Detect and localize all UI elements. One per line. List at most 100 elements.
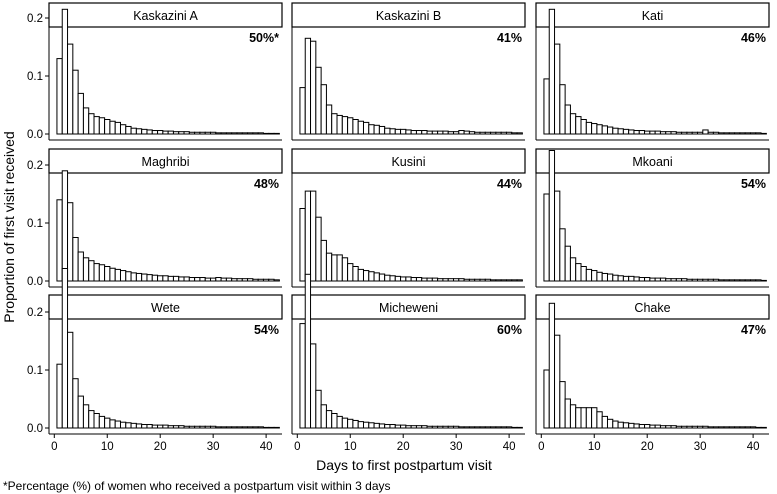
- histogram-bar: [320, 404, 327, 429]
- histogram-bar: [638, 130, 646, 135]
- histogram-bar: [135, 272, 143, 282]
- histogram-bar: [252, 132, 259, 135]
- histogram-bar: [220, 426, 227, 429]
- histogram-bar: [744, 279, 751, 282]
- histogram-bar: [410, 425, 417, 429]
- x-tick-label: 0: [294, 441, 300, 453]
- panel-annotation: 60%: [497, 323, 522, 337]
- histogram-bar: [474, 131, 481, 135]
- histogram-bar: [665, 131, 672, 135]
- histogram-bar: [199, 425, 206, 429]
- histogram-bar: [231, 426, 238, 429]
- facet-title: Kaskazini B: [376, 9, 441, 23]
- histogram-bar: [331, 413, 338, 429]
- histogram-bar: [310, 343, 317, 429]
- histogram-bar: [88, 410, 95, 429]
- facet-title: Chake: [634, 301, 670, 315]
- histogram-bar: [638, 277, 646, 282]
- histogram-bar: [554, 334, 561, 429]
- histogram-bar: [341, 417, 349, 429]
- histogram-bar: [98, 415, 106, 429]
- y-tick-label: 0.2: [27, 13, 43, 25]
- histogram-bar: [628, 275, 635, 282]
- panels-layer: Kaskazini A50%*0.00.10.2 Kaskazini B41%Ka…: [27, 2, 770, 453]
- histogram-bar: [331, 254, 338, 282]
- histogram-bar: [183, 276, 190, 282]
- facet-title: Kusini: [391, 155, 425, 169]
- facet-strip: [535, 294, 770, 320]
- histogram-bar: [633, 276, 640, 282]
- facet-panel: Micheweni 60% 0 10 20 30 40: [291, 273, 526, 453]
- histogram-bar: [686, 425, 693, 429]
- histogram-bar: [654, 424, 661, 429]
- histogram-bar: [378, 125, 386, 135]
- histogram-bar: [468, 278, 476, 282]
- histogram-bar: [241, 278, 249, 282]
- panel-annotation: 54%: [741, 177, 766, 191]
- histogram-bar: [72, 69, 79, 135]
- facet-strip: [291, 148, 526, 174]
- histogram-bar: [728, 426, 736, 429]
- histogram-bar: [389, 275, 396, 282]
- histogram-bar: [220, 132, 227, 135]
- histogram-bar: [447, 278, 455, 282]
- histogram-bar: [268, 426, 275, 429]
- histogram-bar: [622, 275, 630, 282]
- histogram-bar: [437, 130, 444, 135]
- histogram-bar: [591, 407, 598, 429]
- histogram-bar: [511, 426, 518, 429]
- histogram-bar: [447, 131, 455, 135]
- histogram-bar: [61, 268, 69, 429]
- facet-title: Kaskazini A: [133, 9, 198, 23]
- histogram-bar: [188, 131, 196, 135]
- facet-panel: Maghribi 48% 0.0 0.1 0.2: [27, 148, 283, 288]
- histogram-bar: [442, 278, 449, 282]
- histogram-bar: [236, 278, 243, 282]
- x-tick-label: 10: [344, 441, 357, 453]
- histogram-bar: [241, 132, 249, 135]
- histogram-bar: [72, 237, 79, 282]
- histogram-bar: [728, 132, 736, 135]
- histogram-bar: [548, 150, 556, 282]
- histogram-bar: [405, 425, 412, 429]
- y-tick-label: 0.2: [27, 307, 43, 319]
- histogram-bar: [431, 130, 439, 135]
- histogram-bar: [564, 245, 571, 282]
- histogram-bar: [320, 239, 327, 282]
- x-tick-label: 10: [588, 441, 601, 453]
- histogram-bar: [310, 40, 317, 135]
- histogram-bar: [617, 275, 624, 282]
- histogram-bar: [257, 278, 264, 282]
- histogram-bar: [644, 130, 651, 135]
- histogram-bar: [543, 193, 550, 282]
- histogram-bar: [210, 131, 217, 135]
- histogram-bar: [675, 131, 683, 135]
- histogram-bar: [723, 426, 730, 429]
- histogram-bar: [670, 278, 677, 282]
- histogram-bar: [734, 132, 741, 135]
- histogram-bar: [453, 425, 460, 429]
- histogram-bar: [384, 274, 391, 282]
- histogram-bar: [447, 425, 455, 429]
- histogram-bar: [591, 270, 598, 282]
- histogram-bar: [225, 132, 233, 135]
- histogram-bar: [162, 424, 169, 429]
- histogram-bar: [67, 331, 74, 429]
- histogram-bar: [273, 426, 280, 429]
- y-tick-label: 0.1: [27, 218, 43, 230]
- histogram-bar: [426, 130, 433, 135]
- histogram-bar: [325, 104, 333, 135]
- histogram-bar: [262, 426, 270, 429]
- histogram-bar: [431, 277, 439, 282]
- histogram-bar: [580, 266, 587, 282]
- histogram-bar: [548, 302, 556, 429]
- histogram-bar: [649, 130, 656, 135]
- histogram-bar: [109, 419, 116, 429]
- histogram-bar: [606, 273, 614, 282]
- histogram-bar: [516, 132, 523, 135]
- histogram-bar: [755, 132, 762, 135]
- histogram-bar: [141, 273, 148, 282]
- histogram-bar: [257, 426, 264, 429]
- histogram-bar: [458, 130, 465, 135]
- histogram-bar: [612, 420, 619, 429]
